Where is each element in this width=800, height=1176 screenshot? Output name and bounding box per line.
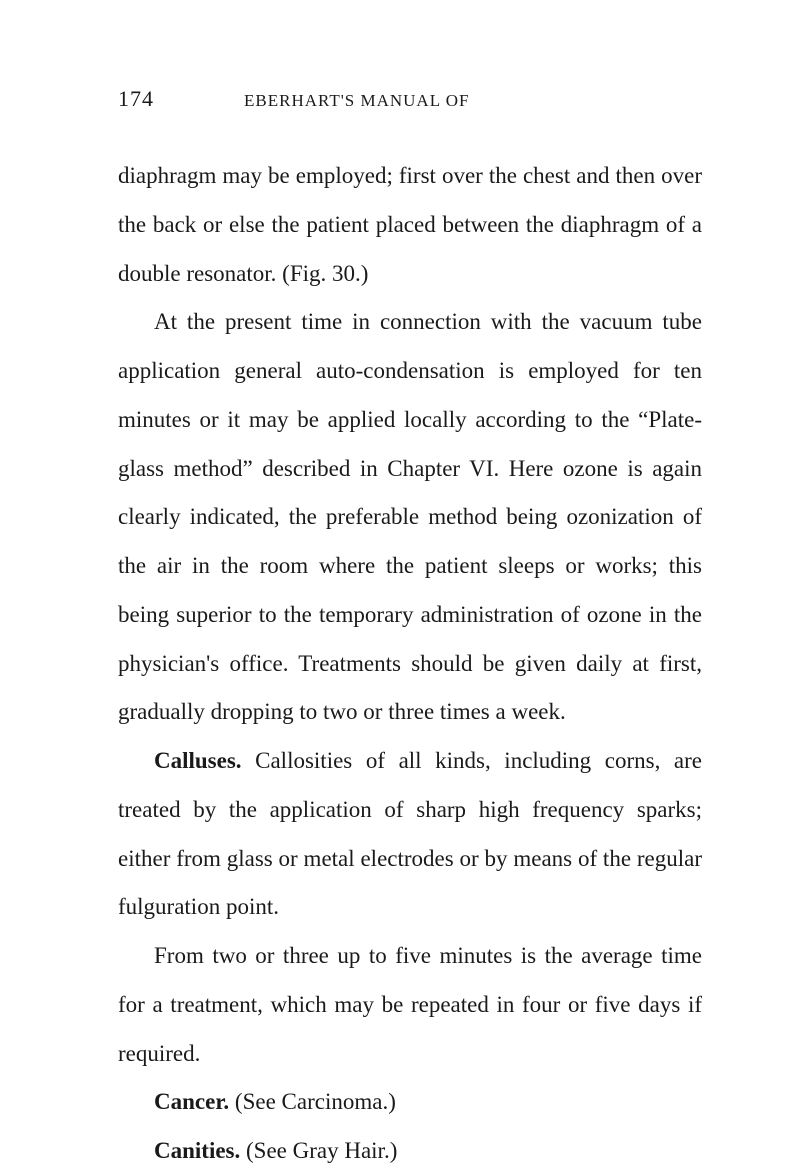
page-number: 174 xyxy=(118,86,154,112)
page-header: 174 EBERHART'S MANUAL OF xyxy=(118,86,702,112)
running-head: EBERHART'S MANUAL OF xyxy=(244,91,469,111)
body-text: diaphragm may be employed; first over th… xyxy=(118,152,702,1176)
paragraph-5: Cancer. (See Carcinoma.) xyxy=(118,1078,702,1127)
entry-heading-canities: Canities. xyxy=(154,1138,240,1163)
paragraph-5-text: (See Carcinoma.) xyxy=(229,1089,396,1114)
paragraph-3: Calluses. Callosities of all kinds, incl… xyxy=(118,737,702,932)
entry-heading-calluses: Calluses. xyxy=(154,748,242,773)
book-page: 174 EBERHART'S MANUAL OF diaphragm may b… xyxy=(0,0,800,1162)
paragraph-2: At the present time in connection with t… xyxy=(118,298,702,737)
paragraph-6: Canities. (See Gray Hair.) xyxy=(118,1127,702,1176)
paragraph-1: diaphragm may be employed; first over th… xyxy=(118,152,702,298)
paragraph-6-text: (See Gray Hair.) xyxy=(240,1138,397,1163)
paragraph-4: From two or three up to five minutes is … xyxy=(118,932,702,1078)
entry-heading-cancer: Cancer. xyxy=(154,1089,229,1114)
paragraph-3-text: Callosities of all kinds, including corn… xyxy=(118,748,702,919)
